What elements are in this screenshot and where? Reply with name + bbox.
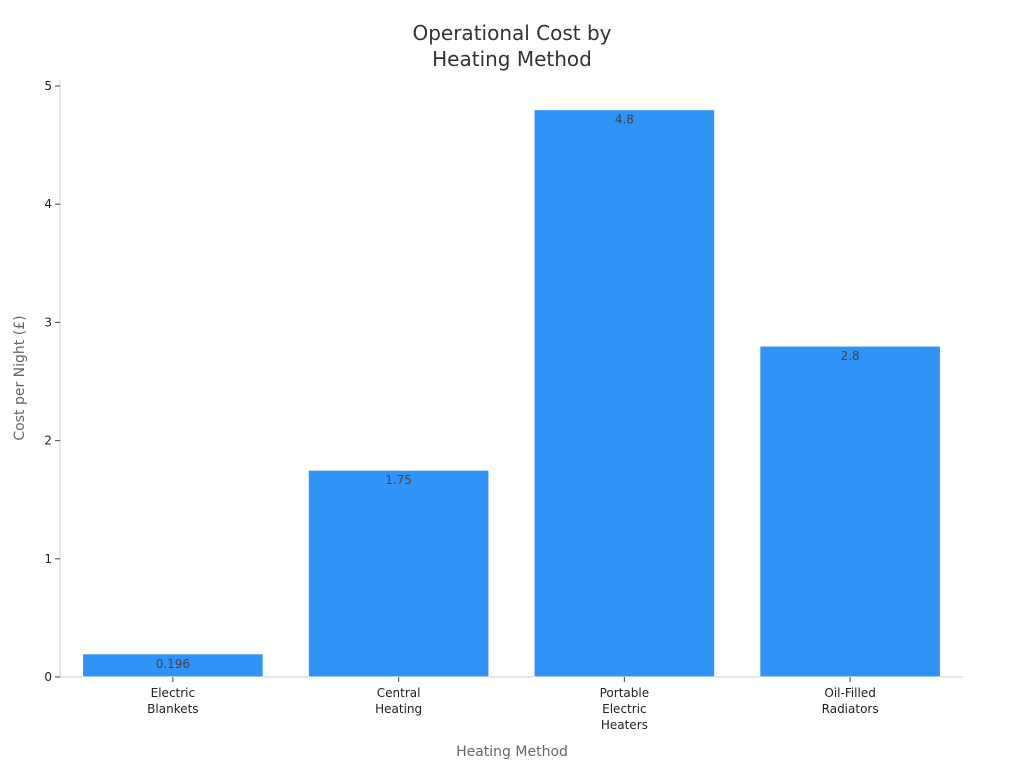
plot-area: 0 1 2 3 4 5 0.196 Electric Blankets 1.75 Central He… [44, 79, 963, 732]
data-label: 0.196 [156, 657, 190, 671]
x-tick-label-line: Electric [602, 702, 646, 716]
bar [759, 345, 941, 678]
y-tick-label: 3 [44, 315, 52, 329]
x-tick-label-line: Electric [151, 686, 195, 700]
bar [307, 469, 490, 678]
data-label: 4.8 [615, 113, 634, 127]
x-tick-label-line: Central [377, 686, 421, 700]
x-tick-label-line: Radiators [822, 702, 879, 716]
x-tick-label: Central Heating [375, 686, 422, 716]
y-tick-label: 1 [44, 552, 52, 566]
x-tick-label-line: Blankets [147, 702, 198, 716]
bar [533, 109, 716, 678]
x-tick-label-line: Heaters [601, 718, 648, 732]
y-axis-title: Cost per Night (£) [12, 315, 28, 440]
x-tick-label: Oil-Filled Radiators [822, 686, 879, 716]
chart-title: Operational Cost by Heating Method [412, 21, 611, 71]
chart-title-line-2: Heating Method [432, 47, 592, 71]
x-tick-label: Electric Blankets [147, 686, 198, 716]
y-tick-label: 4 [44, 197, 52, 211]
data-label: 1.75 [385, 473, 412, 487]
x-axis-title: Heating Method [456, 744, 568, 760]
data-label: 2.8 [841, 349, 860, 363]
chart-title-line-1: Operational Cost by [412, 21, 611, 45]
y-tick-label: 0 [44, 670, 52, 684]
x-tick-label-line: Heating [375, 702, 422, 716]
y-tick-label: 2 [44, 434, 52, 448]
x-tick-label: Portable Electric Heaters [600, 686, 649, 732]
x-tick-label-line: Portable [600, 686, 649, 700]
y-tick-label: 5 [44, 79, 52, 93]
x-tick-label-line: Oil-Filled [824, 686, 875, 700]
